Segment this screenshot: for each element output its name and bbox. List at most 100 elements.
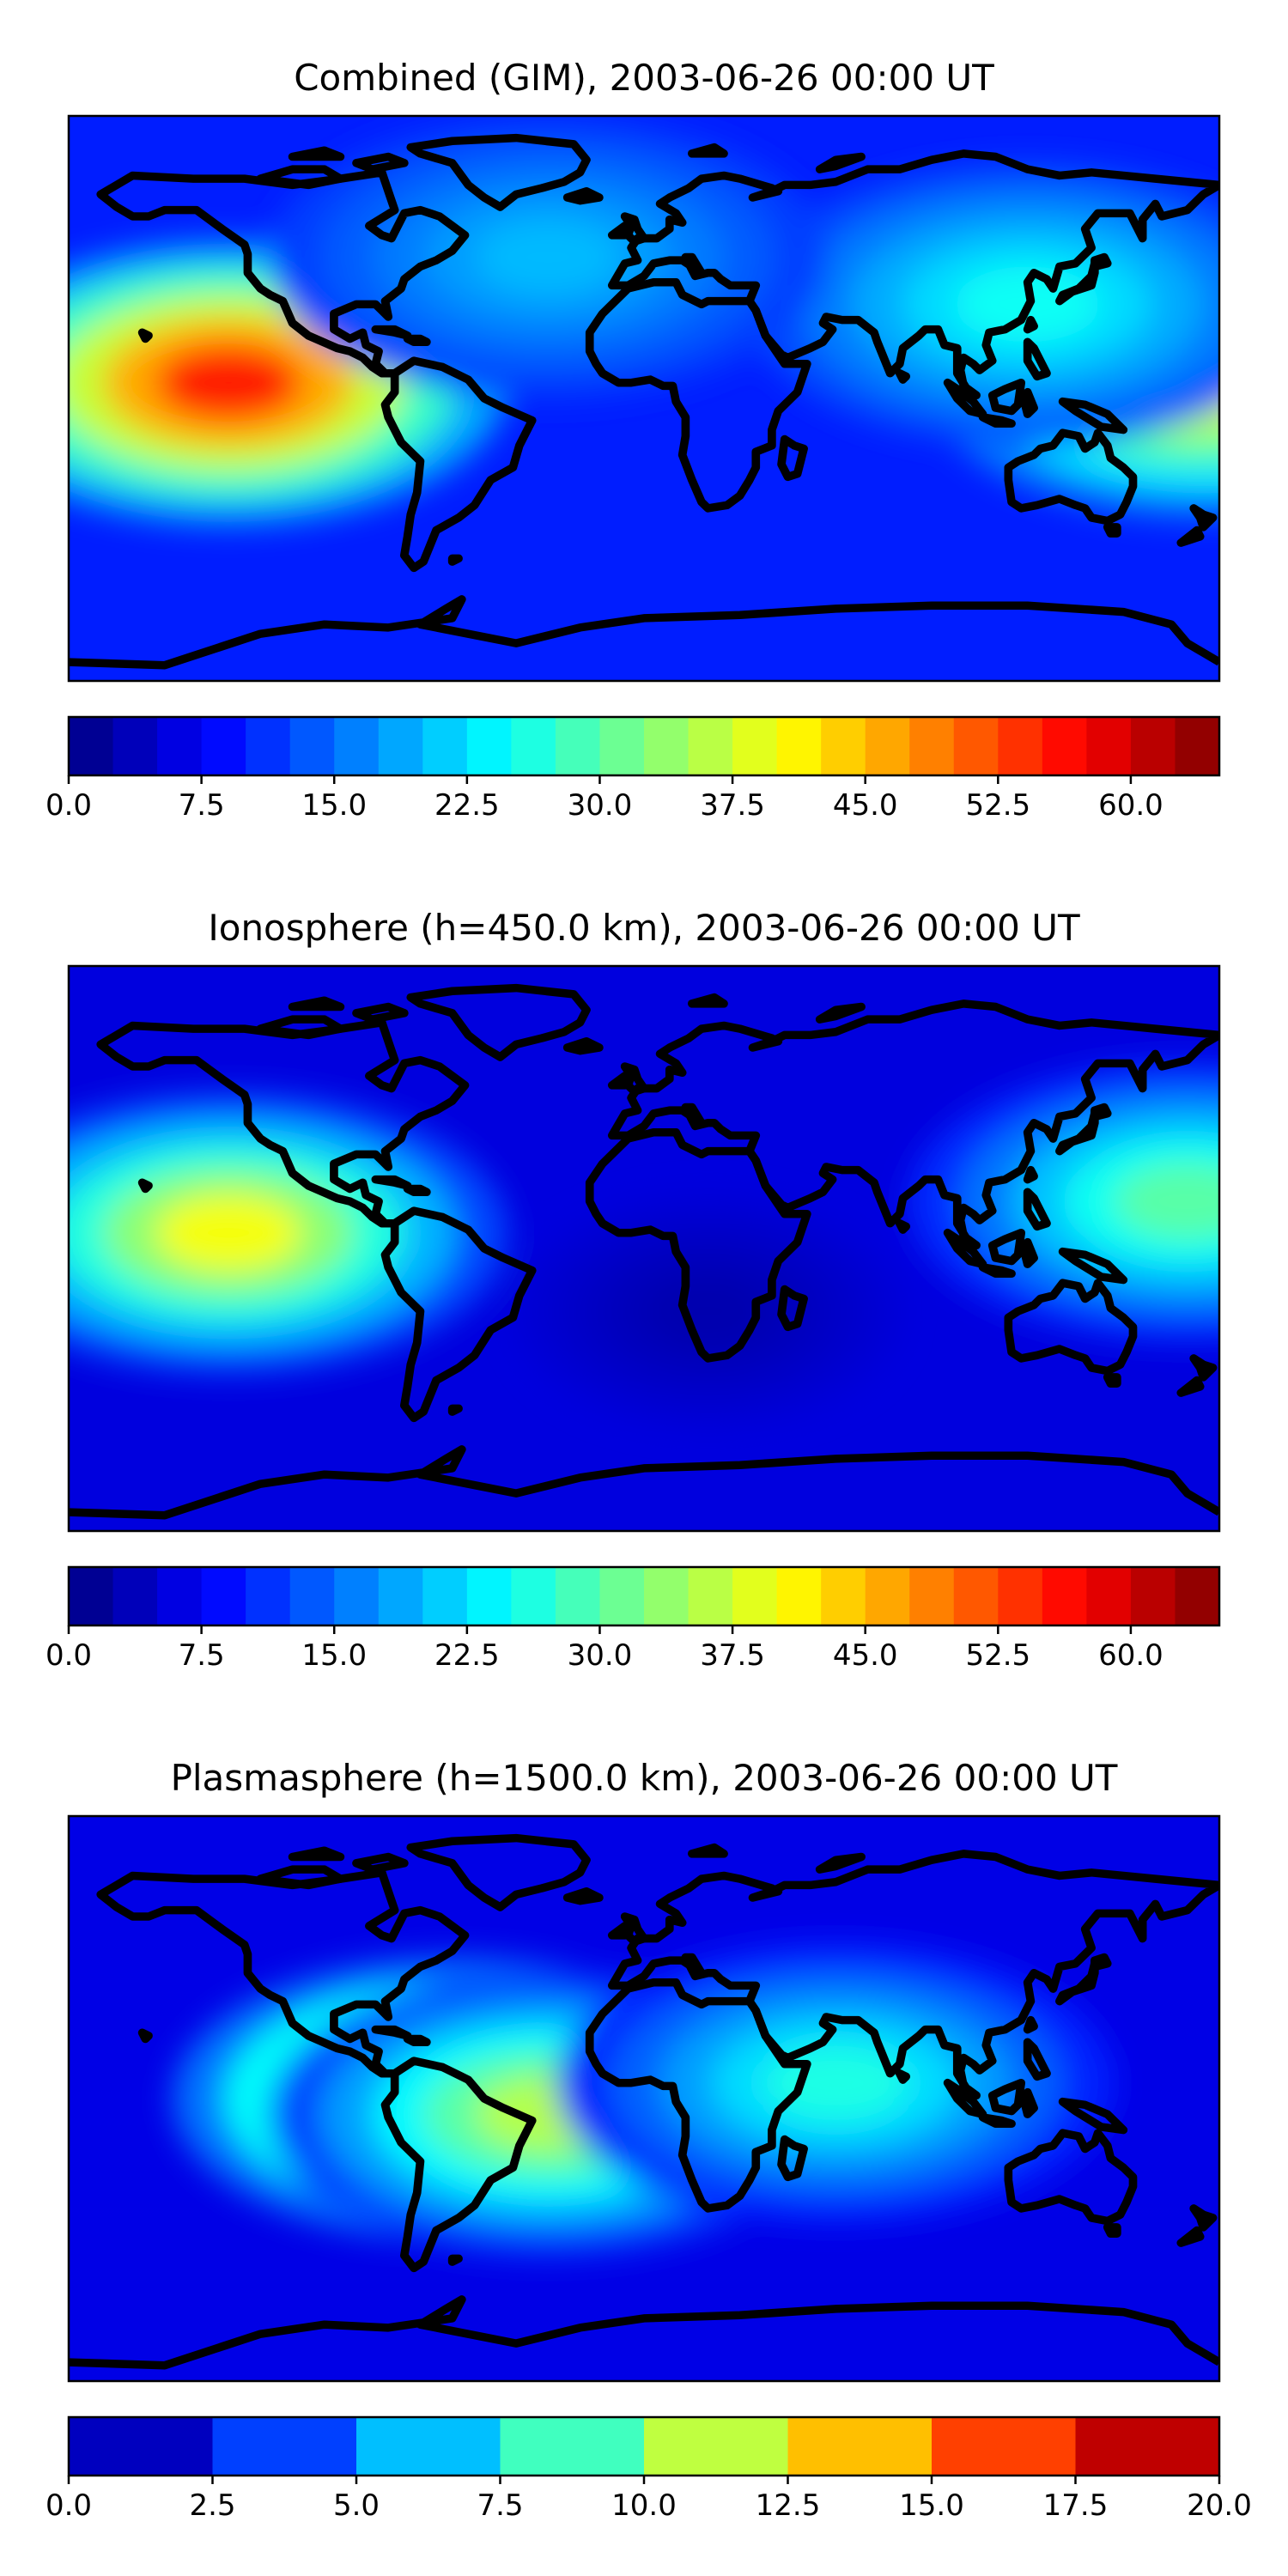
colorbar-tick-label: 7.5 bbox=[477, 2488, 523, 2523]
colorbar-segment bbox=[644, 2417, 789, 2476]
map-3-field bbox=[69, 1816, 1219, 2381]
colorbar-tick-label: 15.0 bbox=[899, 2488, 964, 2523]
map-2-field bbox=[69, 966, 1219, 1531]
map-2-title: Ionosphere (h=450.0 km), 2003-06-26 00:0… bbox=[208, 907, 1080, 949]
colorbar-segment bbox=[511, 1567, 556, 1625]
colorbar-segment bbox=[201, 717, 246, 775]
colorbar-tick-label: 0.0 bbox=[46, 788, 92, 823]
colorbar-segment bbox=[644, 717, 690, 775]
colorbar-tick-label: 20.0 bbox=[1187, 2488, 1252, 2523]
colorbar-tick-label: 45.0 bbox=[833, 1638, 898, 1673]
colorbar-segment bbox=[289, 717, 335, 775]
colorbar-segment bbox=[157, 717, 203, 775]
colorbar-segment bbox=[1042, 717, 1087, 775]
colorbar-segment bbox=[865, 1567, 910, 1625]
colorbar-tick-label: 0.0 bbox=[46, 1638, 92, 1673]
colorbar-segment bbox=[334, 1567, 380, 1625]
colorbar-segment bbox=[688, 1567, 733, 1625]
colorbar-frame bbox=[67, 1565, 1221, 1627]
colorbar-segment bbox=[599, 717, 645, 775]
colorbar-segment bbox=[1042, 1567, 1087, 1625]
colorbar-tick-label: 60.0 bbox=[1098, 1638, 1163, 1673]
map-1-field bbox=[69, 116, 1219, 681]
colorbar-2: 0.0 7.5 15.0 22.5 30.0 37.5 45.0 52.5 60.0 bbox=[46, 1565, 1221, 1673]
colorbar-segment bbox=[787, 2417, 933, 2476]
colorbar-segment bbox=[422, 1567, 468, 1625]
field-feature-0-level-5 bbox=[155, 344, 302, 421]
colorbar-segment bbox=[334, 717, 380, 775]
colorbar-3: 0.0 2.5 5.0 7.5 10.0 12.5 15.0 17.5 20.0 bbox=[46, 2415, 1252, 2523]
colorbar-segment bbox=[511, 717, 556, 775]
colorbar-tick-label: 7.5 bbox=[179, 1638, 225, 1673]
colorbar-segment bbox=[69, 2417, 214, 2476]
field-feature-3-level-5 bbox=[475, 219, 622, 295]
colorbar-tick-label: 45.0 bbox=[833, 788, 898, 823]
colorbar-segment bbox=[500, 2417, 645, 2476]
colorbar-segment bbox=[932, 2417, 1077, 2476]
colorbar-tick-label: 7.5 bbox=[179, 788, 225, 823]
colorbar-segment bbox=[732, 1567, 778, 1625]
colorbar-segment bbox=[112, 717, 158, 775]
field-feature-1-level-5 bbox=[1114, 1163, 1219, 1240]
colorbar-segment bbox=[555, 717, 601, 775]
colorbar-segment bbox=[688, 717, 733, 775]
colorbar-tick-label: 15.0 bbox=[301, 1638, 367, 1673]
colorbar-segment bbox=[201, 1567, 246, 1625]
colorbar-frame bbox=[67, 715, 1221, 777]
colorbar-segment bbox=[909, 1567, 955, 1625]
colorbar-segment bbox=[776, 717, 822, 775]
colorbar-tick-label: 2.5 bbox=[189, 2488, 235, 2523]
colorbar-1: 0.0 7.5 15.0 22.5 30.0 37.5 45.0 52.5 60.0 bbox=[46, 715, 1221, 823]
colorbar-segment bbox=[1130, 717, 1176, 775]
colorbar-segment bbox=[998, 717, 1043, 775]
colorbar-segment bbox=[1175, 717, 1220, 775]
colorbar-tick-label: 37.5 bbox=[700, 1638, 765, 1673]
colorbar-tick-label: 30.0 bbox=[568, 1638, 633, 1673]
colorbar-segment bbox=[1130, 1567, 1176, 1625]
colorbar-segment bbox=[1075, 2417, 1220, 2476]
colorbar-tick-label: 17.5 bbox=[1043, 2488, 1109, 2523]
colorbar-tick-label: 22.5 bbox=[434, 1638, 500, 1673]
colorbar-segment bbox=[821, 1567, 866, 1625]
colorbar-tick-label: 12.5 bbox=[756, 2488, 821, 2523]
colorbar-tick-label: 52.5 bbox=[965, 1638, 1030, 1673]
colorbar-segment bbox=[998, 1567, 1043, 1625]
map-3-title: Plasmasphere (h=1500.0 km), 2003-06-26 0… bbox=[171, 1757, 1118, 1799]
colorbar-segment bbox=[1175, 1567, 1220, 1625]
colorbar-segment bbox=[466, 1567, 512, 1625]
colorbar-segment bbox=[112, 1567, 158, 1625]
map-1-frame bbox=[67, 114, 1221, 683]
colorbar-segment bbox=[289, 1567, 335, 1625]
colorbar-segment bbox=[599, 1567, 645, 1625]
colorbar-tick-label: 52.5 bbox=[965, 788, 1030, 823]
colorbar-segment bbox=[378, 1567, 423, 1625]
colorbar-tick-label: 15.0 bbox=[301, 788, 367, 823]
colorbar-segment bbox=[422, 717, 468, 775]
colorbar-segment bbox=[953, 1567, 999, 1625]
colorbar-tick-label: 5.0 bbox=[333, 2488, 380, 2523]
colorbar-segment bbox=[555, 1567, 601, 1625]
colorbar-segment bbox=[953, 717, 999, 775]
colorbar-tick-label: 10.0 bbox=[611, 2488, 677, 2523]
colorbar-segment bbox=[246, 1567, 291, 1625]
colorbar-segment bbox=[69, 717, 114, 775]
colorbar-segment bbox=[246, 717, 291, 775]
colorbar-segment bbox=[1086, 1567, 1132, 1625]
colorbar-segment bbox=[356, 2417, 501, 2476]
map-3-frame bbox=[67, 1814, 1221, 2383]
map-2-frame bbox=[67, 964, 1221, 1533]
colorbar-segment bbox=[776, 1567, 822, 1625]
colorbar-tick-label: 30.0 bbox=[568, 788, 633, 823]
colorbar-segment bbox=[466, 717, 512, 775]
colorbar-segment bbox=[732, 717, 778, 775]
map-1-title: Combined (GIM), 2003-06-26 00:00 UT bbox=[294, 57, 994, 99]
colorbar-segment bbox=[1086, 717, 1132, 775]
colorbar-tick-label: 60.0 bbox=[1098, 788, 1163, 823]
colorbar-segment bbox=[644, 1567, 690, 1625]
colorbar-tick-label: 37.5 bbox=[700, 788, 765, 823]
colorbar-segment bbox=[909, 717, 955, 775]
colorbar-segment bbox=[821, 717, 866, 775]
colorbar-segment bbox=[212, 2417, 357, 2476]
field-feature-0-level-5 bbox=[155, 1194, 302, 1271]
